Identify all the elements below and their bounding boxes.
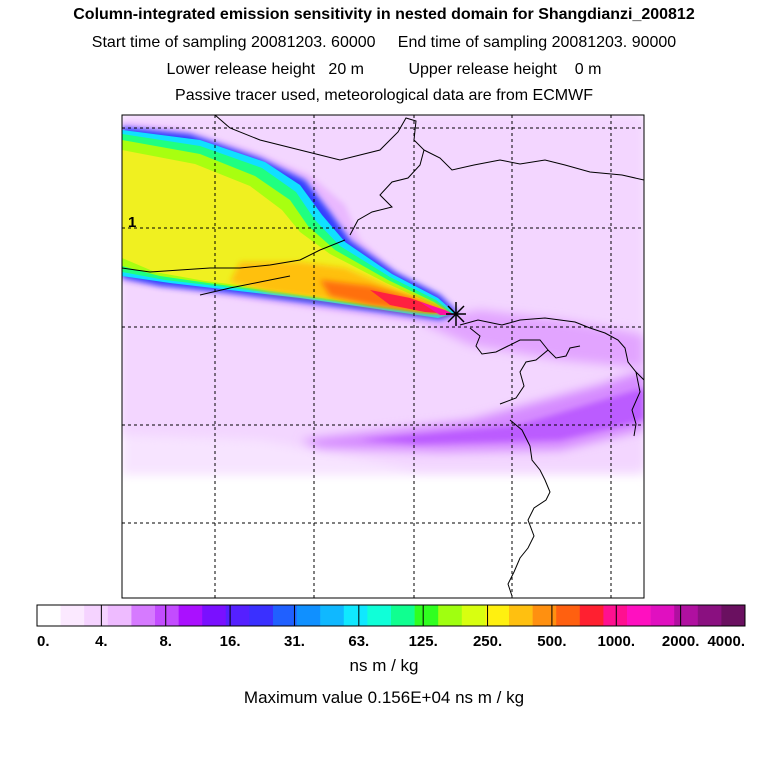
colorbar-swatch (320, 605, 345, 626)
colorbar-tick-label: 8. (159, 633, 172, 650)
sensitivity-field (122, 115, 644, 598)
colorbar-swatch (296, 605, 321, 626)
colorbar-swatch (721, 605, 746, 626)
colorbar-swatch (178, 605, 203, 626)
colorbar-swatch (674, 605, 699, 626)
colorbar-tick-label: 125. (409, 633, 438, 650)
colorbar-swatch (225, 605, 250, 626)
colorbar-swatch (532, 605, 557, 626)
colorbar-swatch (37, 605, 61, 626)
colorbar-swatch (627, 605, 651, 626)
colorbar-swatch (509, 605, 533, 626)
colorbar-tick-label: 31. (284, 633, 305, 650)
colorbar-swatch (249, 605, 274, 626)
colorbar (36, 604, 746, 627)
colorbar-swatch (650, 605, 675, 626)
colorbar-swatch (343, 605, 368, 626)
map-frame (121, 114, 645, 599)
colorbar-swatch (84, 605, 109, 626)
colorbar-tick-label: 0. (37, 633, 50, 650)
colorbar-tick-labels: 0. 4. 8. 16. 31. 63. 125. 250. 500. 1000. 2000. 400… (37, 633, 745, 650)
release-site-star (446, 302, 466, 326)
colorbar-swatch (202, 605, 227, 626)
colorbar-swatch (485, 605, 510, 626)
colorbar-swatch (155, 605, 179, 626)
lat-lon-grid (122, 115, 644, 598)
sampling-times: Start time of sampling 20081203. 60000 E… (91, 34, 677, 51)
colorbar-swatch (273, 605, 297, 626)
colorbar-swatch (60, 605, 85, 626)
colorbar-outline (36, 604, 746, 627)
contour-label: 1 (128, 214, 137, 231)
maximum-value: Maximum value 0.156E+04 ns m / kg (243, 688, 525, 707)
colorbar-swatch (131, 605, 156, 626)
tracer-info: Passive tracer used, meteorological data… (175, 87, 593, 104)
colorbar-tick-label: 250. (473, 633, 502, 650)
coastlines (122, 115, 644, 597)
colorbar-tick-label: 1000. (597, 633, 635, 650)
colorbar-tick-label: 4000. (707, 633, 745, 650)
colorbar-swatch (697, 605, 722, 626)
colorbar-tick-label: 63. (348, 633, 369, 650)
colorbar-tick-label: 4. (95, 633, 108, 650)
colorbar-swatch (367, 605, 392, 626)
colorbar-swatch (391, 605, 415, 626)
colorbar-swatch (603, 605, 628, 626)
colorbar-swatch (414, 605, 439, 626)
colorbar-swatch (438, 605, 463, 626)
colorbar-swatch (556, 605, 581, 626)
colorbar-tick-label: 500. (537, 633, 566, 650)
colorbar-tick-label: 2000. (662, 633, 700, 650)
colorbar-swatch (107, 605, 132, 626)
colorbar-tick-label: 16. (220, 633, 241, 650)
colorbar-swatch (579, 605, 604, 626)
plot-title: Column-integrated emission sensitivity i… (73, 6, 695, 23)
colorbar-units: ns m / kg (349, 656, 419, 675)
colorbar-swatch (461, 605, 486, 626)
release-heights: Lower release height 20 m Upper release … (166, 61, 602, 78)
